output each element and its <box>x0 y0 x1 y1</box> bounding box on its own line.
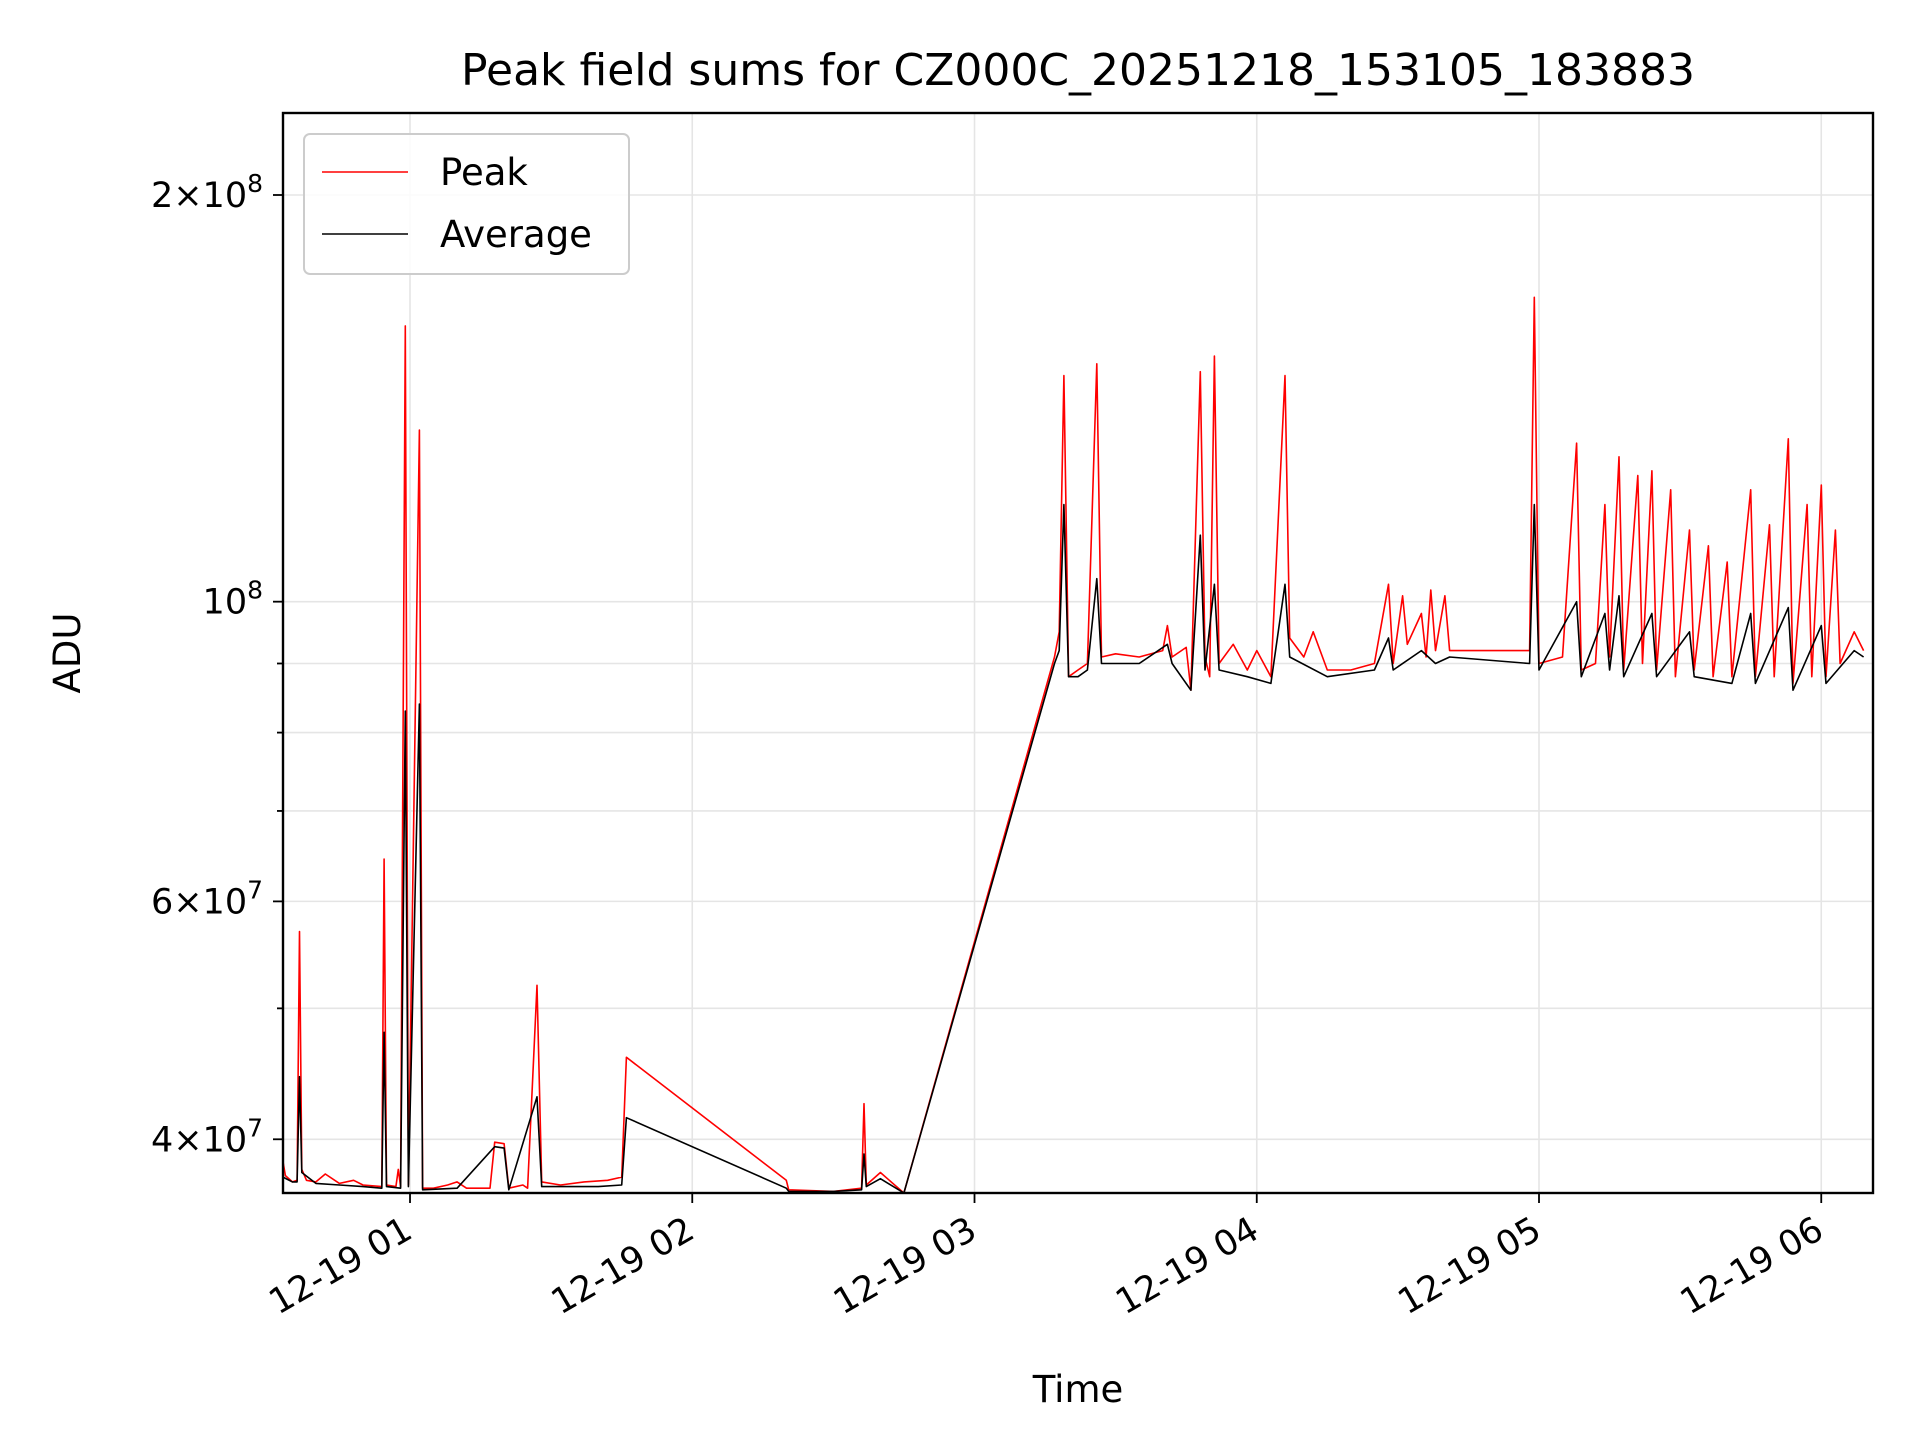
x-axis-label: Time <box>1032 1368 1124 1411</box>
legend-label-peak: Peak <box>440 151 528 194</box>
series-lines <box>282 296 1865 1194</box>
chart-title: Peak field sums for CZ000C_20251218_1531… <box>461 45 1695 96</box>
y-axis-label: ADU <box>46 613 89 694</box>
series-line-average <box>282 503 1865 1194</box>
legend-box <box>303 133 630 275</box>
y-tick-label: 6×107 <box>151 875 263 922</box>
plot-area-border <box>281 111 1875 1195</box>
grid-lines <box>283 113 1873 1193</box>
legend: Peak Average <box>303 133 630 275</box>
y-tick-label: 2×108 <box>151 169 263 216</box>
y-tick-label: 4×107 <box>151 1113 263 1160</box>
y-tick-label: 108 <box>203 576 263 623</box>
legend-label-average: Average <box>440 213 592 256</box>
